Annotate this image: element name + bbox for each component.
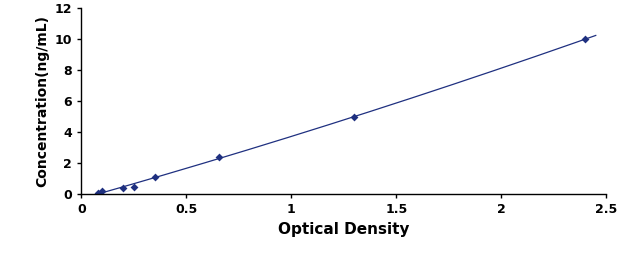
Point	[118, 186, 127, 190]
Point	[92, 191, 103, 195]
Point	[349, 115, 359, 119]
Point	[98, 189, 107, 193]
Point	[150, 175, 160, 180]
Point	[214, 155, 224, 159]
Y-axis label: Concentration(ng/mL): Concentration(ng/mL)	[35, 15, 49, 187]
X-axis label: Optical Density: Optical Density	[278, 222, 409, 237]
Point	[129, 184, 139, 189]
Point	[580, 37, 590, 41]
